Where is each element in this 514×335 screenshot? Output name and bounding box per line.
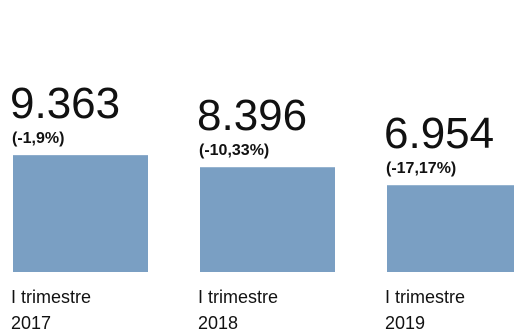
value-label-1: 9.363 (10, 79, 120, 128)
category-label-line1-3: I trimestre (385, 287, 465, 307)
bars-group (13, 155, 514, 272)
bar-3 (387, 185, 514, 272)
change-label-2: (-10,33%) (199, 142, 269, 159)
change-label-3: (-17,17%) (386, 160, 456, 177)
change-label-1: (-1,9%) (12, 130, 64, 147)
value-label-2: 8.396 (197, 91, 307, 140)
value-label-3: 6.954 (384, 109, 494, 158)
category-label-line2-2: 2018 (198, 313, 238, 333)
bar-2 (200, 167, 335, 272)
bar-1 (13, 155, 148, 272)
labels-group: (-1,9%) 9.363 I trimestre 2017 (-10,33%) 8.39… (10, 79, 494, 333)
category-label-line1-1: I trimestre (11, 287, 91, 307)
category-label-line2-1: 2017 (11, 313, 51, 333)
category-label-line2-3: 2019 (385, 313, 425, 333)
category-label-line1-2: I trimestre (198, 287, 278, 307)
